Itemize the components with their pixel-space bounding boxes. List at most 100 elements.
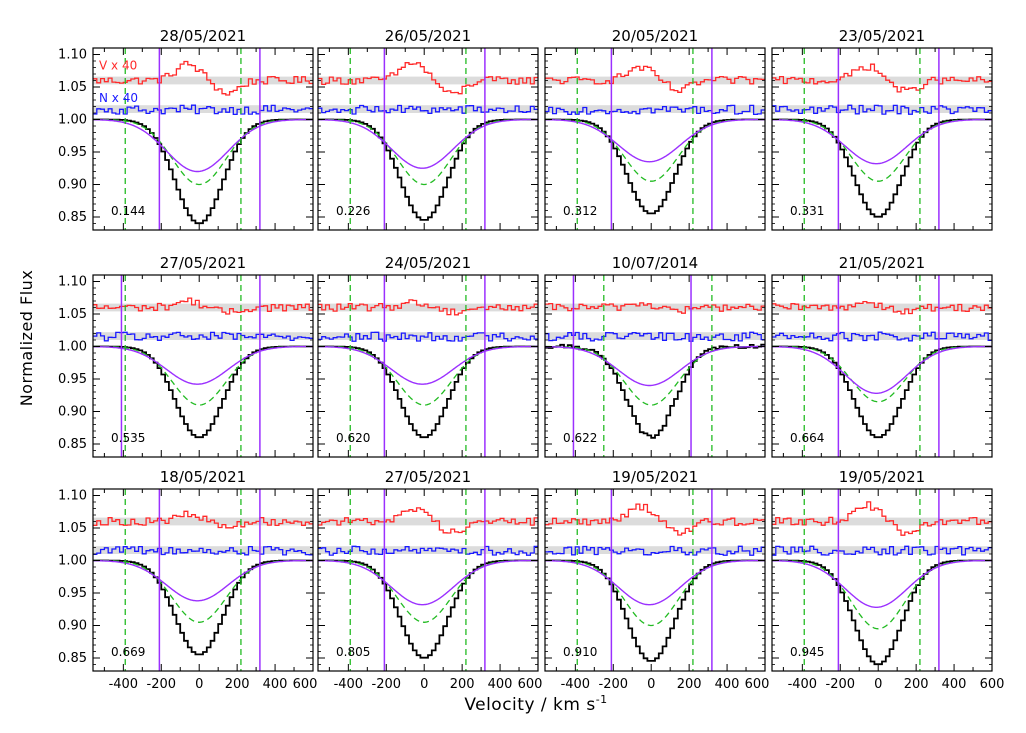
null-series (318, 331, 538, 342)
null-series (545, 545, 765, 556)
legend-entry: N x 40 (99, 91, 138, 105)
phase-label: 0.331 (790, 204, 824, 218)
stokes-v-series (318, 299, 538, 316)
v-error-band (545, 76, 765, 85)
y-tick-label: 0.95 (58, 372, 87, 387)
panel-1: 0.85 0.90 0.95 1.00 1.05 1.10 28/05/2021 0.144 V… (58, 27, 314, 231)
plot-area (772, 275, 992, 457)
plot-area (93, 489, 313, 671)
y-tick-label: 0.90 (58, 405, 87, 420)
y-tick-label: 1.05 (58, 80, 87, 95)
stokes-v-series (93, 60, 313, 96)
x-tick-label: 0 (874, 677, 882, 692)
stokes-i-series (772, 345, 992, 439)
v-error-band (93, 76, 313, 85)
plot-area (772, 489, 992, 671)
panel-date-title: 28/05/2021 (160, 27, 246, 45)
panel-date-title: 19/05/2021 (612, 468, 698, 486)
plot-area (545, 48, 765, 230)
plot-area (545, 275, 765, 457)
stokes-v-series (545, 65, 765, 93)
model-curve (772, 118, 992, 165)
reference-dashed-curve (93, 559, 313, 623)
panel-date-title: 20/05/2021 (612, 27, 698, 45)
panel-frame (92, 47, 314, 231)
x-tick-label: 200 (450, 677, 475, 692)
panel-frame (317, 47, 539, 231)
panel-frame (317, 274, 539, 458)
panel-6: 24/05/2021 0.620 (317, 254, 539, 458)
model-curve (318, 118, 538, 169)
x-tick-label: -200 (826, 677, 856, 692)
y-tick-label: 1.00 (58, 340, 87, 355)
n-error-band (545, 332, 765, 340)
y-tick-label: 0.95 (58, 586, 87, 601)
panel-5: 0.85 0.90 0.95 1.00 1.05 1.10 27/05/2021 0.535 (58, 254, 314, 458)
panel-frame (317, 488, 539, 672)
panel-3: 20/05/2021 0.312 (544, 27, 766, 231)
panel-8: 21/05/2021 0.664 (771, 254, 993, 458)
y-tick-label: 1.05 (58, 521, 87, 536)
model-curve (545, 559, 765, 606)
model-curve (93, 345, 313, 385)
stokes-i-series (318, 345, 538, 439)
x-axis-label-superscript: -1 (596, 693, 608, 706)
phase-label: 0.226 (336, 204, 370, 218)
y-tick-label: 1.00 (58, 554, 87, 569)
x-tick-label: -400 (109, 677, 139, 692)
legend-entry: V x 40 (99, 58, 137, 72)
x-tick-label: 200 (677, 677, 702, 692)
v-error-band (545, 303, 765, 312)
null-series (318, 104, 538, 115)
panel-4: 23/05/2021 0.331 (771, 27, 993, 231)
x-tick-label: -200 (599, 677, 629, 692)
stokes-v-series (545, 302, 765, 314)
x-tick-label: 0 (647, 677, 655, 692)
x-tick-label: -200 (372, 677, 402, 692)
x-tick-label: -400 (334, 677, 364, 692)
reference-dashed-curve (772, 559, 992, 630)
y-tick-label: 0.95 (58, 145, 87, 160)
model-curve (93, 118, 313, 173)
y-tick-label: 0.85 (58, 651, 87, 666)
stokes-v-series (318, 62, 538, 95)
x-tick-label: 400 (488, 677, 513, 692)
stokes-v-series (318, 507, 538, 534)
panel-date-title: 21/05/2021 (839, 254, 925, 272)
x-tick-label: 600 (745, 677, 770, 692)
reference-dashed-curve (93, 118, 313, 186)
y-tick-label: 1.10 (58, 489, 87, 504)
model-curve (318, 559, 538, 606)
reference-dashed-curve (772, 345, 992, 403)
plot-area (93, 275, 313, 457)
plot-area (545, 489, 765, 671)
panel-12: -400 -200 0 200 400 600 19/05/2021 0.945 (771, 468, 1004, 692)
phase-label: 0.144 (111, 204, 145, 218)
model-curve (545, 118, 765, 163)
panel-frame (544, 274, 766, 458)
v-error-band (318, 76, 538, 85)
x-tick-label: 200 (904, 677, 929, 692)
null-series (772, 545, 992, 556)
x-tick-label: 600 (293, 677, 318, 692)
x-axis-label: Velocity / km s-1 (464, 693, 607, 715)
model-curve (772, 559, 992, 608)
phase-label: 0.622 (563, 431, 597, 445)
x-tick-label: 0 (420, 677, 428, 692)
phase-label: 0.664 (790, 431, 824, 445)
plot-area (318, 489, 538, 671)
phase-label: 0.535 (111, 431, 145, 445)
y-tick-label: 1.00 (58, 113, 87, 128)
panel-date-title: 27/05/2021 (160, 254, 246, 272)
x-tick-label: -400 (561, 677, 591, 692)
stokes-v-series (545, 503, 765, 536)
y-axis-label: Normalized Flux (17, 270, 36, 407)
null-series (318, 545, 538, 556)
panel-frame (92, 274, 314, 458)
stokes-i-series (93, 118, 313, 225)
n-error-band (545, 546, 765, 554)
panel-date-title: 27/05/2021 (385, 468, 471, 486)
reference-dashed-curve (318, 345, 538, 406)
null-series (93, 331, 313, 342)
